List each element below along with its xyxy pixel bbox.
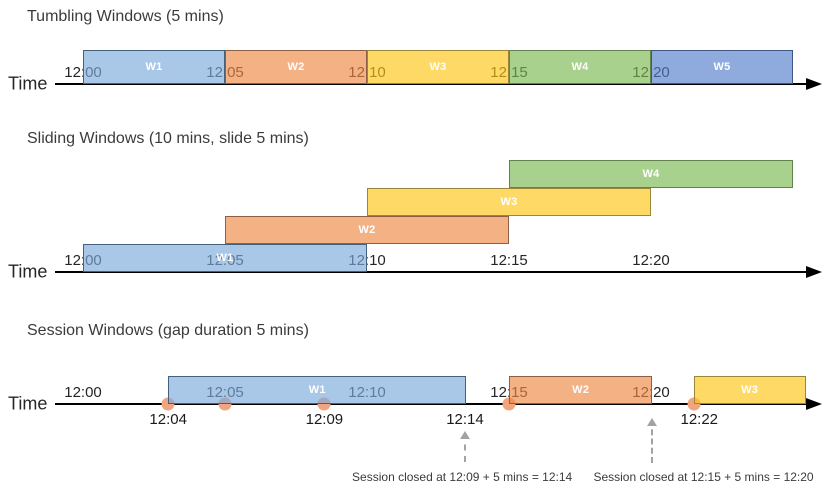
annotation-arrowhead-icon xyxy=(459,431,470,439)
window-sliding-w4: W4 xyxy=(509,160,793,188)
window-sliding-w3: W3 xyxy=(367,188,651,216)
event-time-label: 12:09 xyxy=(305,411,344,428)
window-sliding-w1: W1 xyxy=(83,244,367,272)
window-label: W3 xyxy=(429,61,447,73)
event-time-label: 12:22 xyxy=(680,411,719,428)
annotation-caption: Session closed at 12:09 + 5 mins = 12:14 xyxy=(352,470,573,484)
window-label: W1 xyxy=(145,61,163,73)
window-label: W1 xyxy=(216,252,234,264)
annotation-dashed-arrow xyxy=(651,420,654,463)
window-session-w3: W3 xyxy=(693,376,806,404)
time-axis xyxy=(55,83,806,85)
annotation-arrowhead-icon xyxy=(647,418,658,426)
window-tumbling-w1: W1 xyxy=(83,50,225,84)
window-tumbling-w4: W4 xyxy=(509,50,651,84)
time-axis xyxy=(55,271,806,273)
window-label: W3 xyxy=(500,196,518,208)
window-tumbling-w2: W2 xyxy=(225,50,367,84)
window-label: W2 xyxy=(572,384,590,396)
time-axis-label: Time xyxy=(8,73,48,94)
annotation-dashed-arrow xyxy=(463,433,466,462)
time-axis-arrowhead-icon xyxy=(806,398,822,410)
event-time-label: 12:14 xyxy=(446,411,484,428)
window-tumbling-w3: W3 xyxy=(367,50,509,84)
time-axis xyxy=(55,403,806,405)
axis-tick-label: 12:20 xyxy=(632,252,670,269)
time-axis-arrowhead-icon xyxy=(806,266,822,278)
window-session-w1: W1 xyxy=(168,376,467,404)
window-tumbling-w5: W5 xyxy=(651,50,793,84)
section-title-session: Session Windows (gap duration 5 mins) xyxy=(27,322,309,339)
window-label: W5 xyxy=(713,61,731,73)
window-label: W1 xyxy=(308,384,326,396)
axis-tick-label: 12:15 xyxy=(490,252,528,269)
window-label: W4 xyxy=(642,168,660,180)
window-label: W2 xyxy=(358,224,376,236)
axis-tick-label: 12:00 xyxy=(64,384,102,401)
window-label: W3 xyxy=(741,384,759,396)
section-title-tumbling: Tumbling Windows (5 mins) xyxy=(27,8,224,25)
time-axis-arrowhead-icon xyxy=(806,78,822,90)
time-axis-label: Time xyxy=(8,393,48,414)
time-axis-label: Time xyxy=(8,261,48,282)
window-sliding-w2: W2 xyxy=(225,216,509,244)
annotation-caption: Session closed at 12:15 + 5 mins = 12:20 xyxy=(593,470,814,484)
window-label: W2 xyxy=(287,61,305,73)
window-session-w2: W2 xyxy=(509,376,653,404)
window-label: W4 xyxy=(571,61,589,73)
event-time-label: 12:04 xyxy=(149,411,187,428)
section-title-sliding: Sliding Windows (10 mins, slide 5 mins) xyxy=(27,130,309,147)
